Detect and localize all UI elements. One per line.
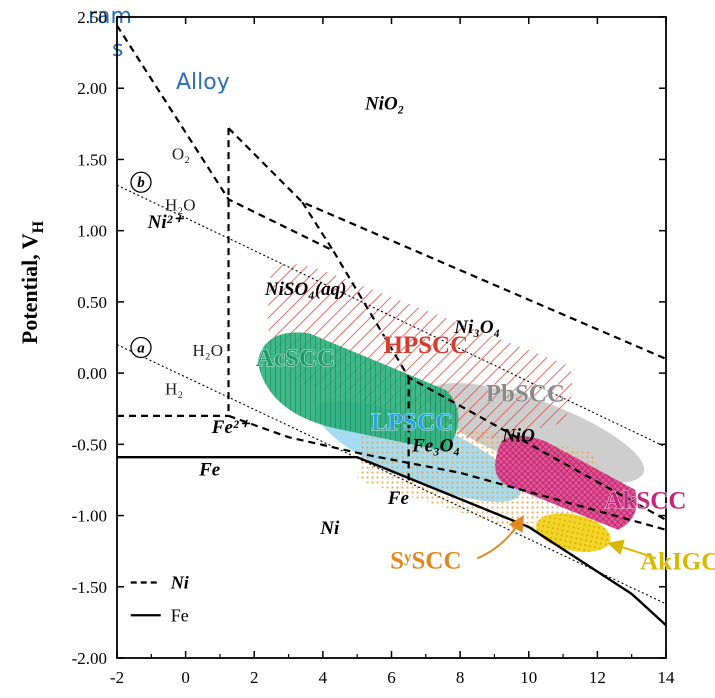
water-label-0: O₂ (172, 144, 190, 163)
x-tick-label-0: -2 (110, 668, 124, 687)
scc-regions (257, 264, 645, 552)
circled-marker-1 (130, 336, 152, 359)
boundary-lines (117, 24, 666, 627)
water-label-1: H₂O (165, 196, 195, 215)
x-tick-label-4: 6 (387, 668, 396, 687)
scc-label-1: HPSCC (383, 332, 468, 359)
y-tick-label-2: 1.50 (77, 150, 107, 169)
scc-label-4: AkSCC (604, 487, 686, 514)
y-tick-label-6: -0.50 (72, 435, 107, 454)
x-tick-label-3: 4 (319, 668, 328, 687)
legend-label-0: Ni (170, 573, 189, 593)
y-axis-title-sub: H (30, 220, 47, 233)
region-label-7: Fe²⁺ (211, 417, 251, 438)
region-label-1: Ni²⁺ (147, 212, 185, 233)
circled-label-1: a (137, 340, 145, 356)
acscc-region (257, 332, 459, 452)
legend-label-1: Fe (171, 605, 189, 625)
chart-labels: NiO₂Ni²⁺NiSO₄(aq)Ni₃O₄NiONiFe₃O₄Fe²⁺FeFe… (130, 94, 715, 625)
region-label-5: Ni (319, 518, 340, 539)
x-tick-label-8: 14 (658, 668, 676, 687)
scc-label-5: SʸSCC (390, 547, 461, 574)
fe-boundary-0 (117, 455, 666, 627)
region-label-3: Ni₃O₄ (453, 317, 500, 338)
y-tick-label-9: -2.00 (72, 649, 107, 668)
akigc-region (535, 513, 611, 552)
circled-label-0: b (137, 175, 145, 191)
ni-boundary-0 (117, 24, 666, 521)
y-axis-title: Potential, VH (17, 220, 47, 344)
scc-label-3: LPSCC (371, 409, 453, 436)
syscc-arrow (476, 514, 524, 560)
region-label-2: NiSO₄(aq) (264, 279, 347, 300)
x-tick-label-6: 10 (520, 668, 537, 687)
water-label-2: H₂O (192, 341, 222, 360)
scc-label-6: AkIGC (640, 549, 715, 576)
water-line-1 (117, 344, 666, 605)
water-label-3: H₂ (165, 379, 183, 398)
y-tick-label-4: 0.50 (77, 293, 107, 312)
y-tick-label-8: -1.50 (72, 578, 107, 597)
ni-boundary-4 (301, 201, 335, 252)
region-label-8: Fe (198, 460, 221, 481)
slide-title-line-3: Alloy (176, 70, 230, 95)
circled-marker-0 (130, 171, 152, 193)
hpscc-region (267, 264, 573, 442)
y-tick-label-5: 0.00 (77, 364, 107, 383)
region-label-4: NiO (501, 425, 535, 446)
x-tick-label-7: 12 (589, 668, 606, 687)
y-tick-label-1: 2.00 (77, 79, 107, 98)
ni-boundary-6 (228, 414, 666, 531)
scc-label-2: PbSCC (486, 381, 565, 408)
y-tick-label-0: 2.50 (77, 8, 107, 27)
y-tick-label-3: 1.00 (77, 222, 107, 241)
x-axis-title: pH300°C (333, 693, 410, 698)
region-label-9: Fe (387, 488, 410, 509)
scc-label-0: AcSCC (256, 345, 335, 372)
region-label-0: NiO₂ (364, 94, 404, 115)
region-label-6: Fe₃O₄ (411, 435, 460, 456)
x-tick-label-5: 8 (456, 668, 465, 687)
x-tick-label-1: 0 (181, 668, 190, 687)
akscc-region (495, 435, 637, 530)
y-tick-label-7: -1.00 (72, 507, 107, 526)
x-tick-label-2: 2 (250, 668, 259, 687)
akigc-arrow (607, 539, 657, 560)
